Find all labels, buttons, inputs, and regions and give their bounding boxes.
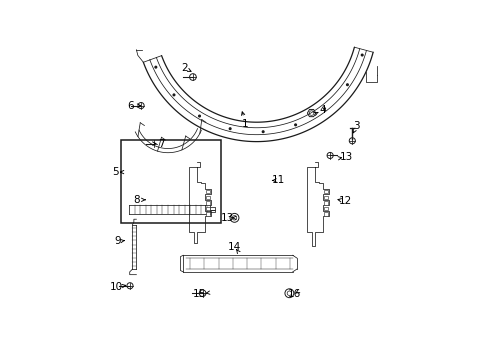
Circle shape: [198, 115, 200, 117]
Bar: [206, 190, 210, 193]
Text: 13: 13: [340, 152, 353, 162]
Text: 10: 10: [110, 282, 123, 292]
Text: 13: 13: [221, 213, 234, 223]
Bar: [324, 212, 328, 216]
Circle shape: [262, 131, 264, 132]
Text: 16: 16: [288, 289, 301, 299]
Bar: [324, 201, 328, 204]
Circle shape: [155, 66, 157, 68]
Text: 14: 14: [228, 242, 241, 252]
Text: 8: 8: [133, 195, 139, 205]
Bar: [206, 196, 210, 199]
Circle shape: [361, 54, 363, 56]
Bar: [206, 212, 210, 216]
Circle shape: [346, 84, 348, 86]
Bar: [324, 196, 328, 199]
Text: 6: 6: [127, 100, 134, 111]
Text: 3: 3: [353, 121, 360, 131]
Text: 11: 11: [272, 175, 286, 185]
Circle shape: [324, 108, 325, 109]
Text: 1: 1: [242, 118, 249, 129]
Text: 12: 12: [339, 196, 352, 206]
Bar: [206, 201, 210, 204]
Bar: [121, 140, 220, 223]
Bar: [324, 207, 328, 210]
Bar: [324, 190, 328, 193]
Bar: [206, 207, 210, 210]
Text: 9: 9: [115, 237, 122, 246]
Circle shape: [173, 94, 175, 96]
Text: 4: 4: [320, 105, 326, 115]
Circle shape: [295, 124, 296, 126]
Circle shape: [229, 128, 231, 130]
Text: 15: 15: [193, 289, 206, 299]
Text: 5: 5: [112, 167, 119, 177]
Text: 7: 7: [158, 139, 164, 149]
Text: 2: 2: [181, 63, 188, 73]
Bar: [150, 197, 155, 203]
